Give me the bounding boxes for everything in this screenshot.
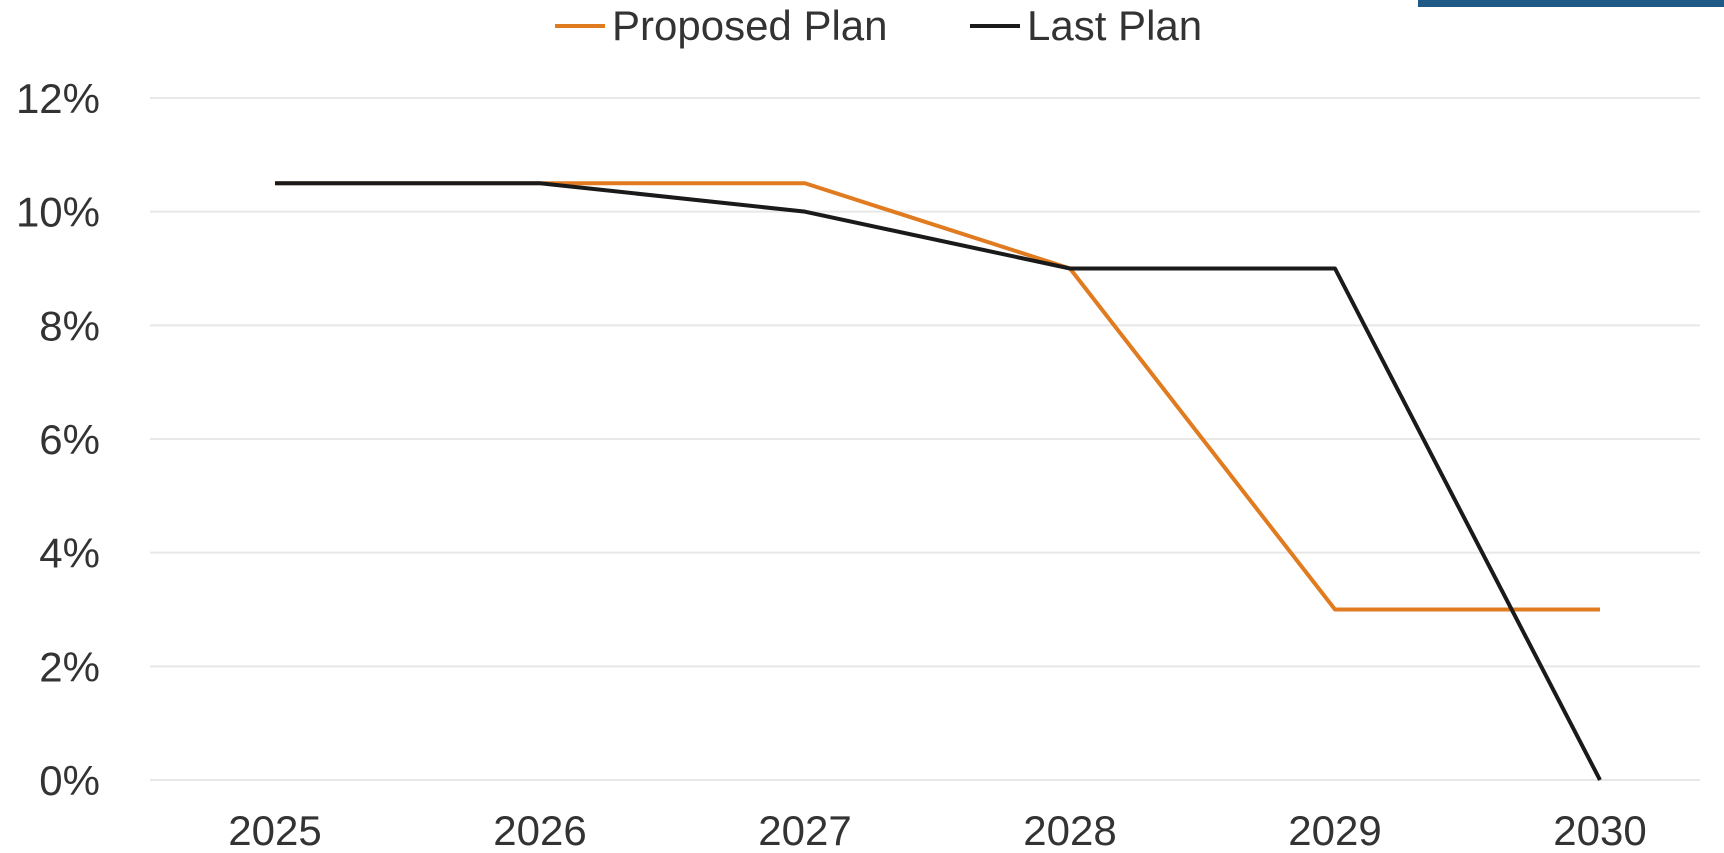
y-tick-label: 2% <box>39 643 100 690</box>
x-tick-label: 2030 <box>1553 807 1646 853</box>
x-tick-label: 2027 <box>758 807 851 853</box>
y-axis-tick-labels: 0% 2% 4% 6% 8% 10% 12% <box>16 75 100 804</box>
series-lines <box>275 181 1602 781</box>
corner-accent-bar <box>1418 0 1724 7</box>
legend: Proposed Plan Last Plan <box>555 2 1202 49</box>
legend-label: Proposed Plan <box>612 2 888 49</box>
x-tick-label: 2025 <box>228 807 321 853</box>
gridlines <box>150 97 1700 781</box>
x-tick-label: 2029 <box>1288 807 1381 853</box>
y-tick-label: 0% <box>39 757 100 804</box>
x-tick-label: 2026 <box>493 807 586 853</box>
y-tick-label: 6% <box>39 416 100 463</box>
y-tick-label: 8% <box>39 302 100 349</box>
y-tick-label: 10% <box>16 189 100 236</box>
x-tick-label: 2028 <box>1023 807 1116 853</box>
legend-label: Last Plan <box>1027 2 1202 49</box>
series-line-last-plan <box>275 181 1602 781</box>
y-tick-label: 12% <box>16 75 100 122</box>
x-axis-tick-labels: 2025 2026 2027 2028 2029 2030 <box>228 807 1646 853</box>
y-tick-label: 4% <box>39 530 100 577</box>
